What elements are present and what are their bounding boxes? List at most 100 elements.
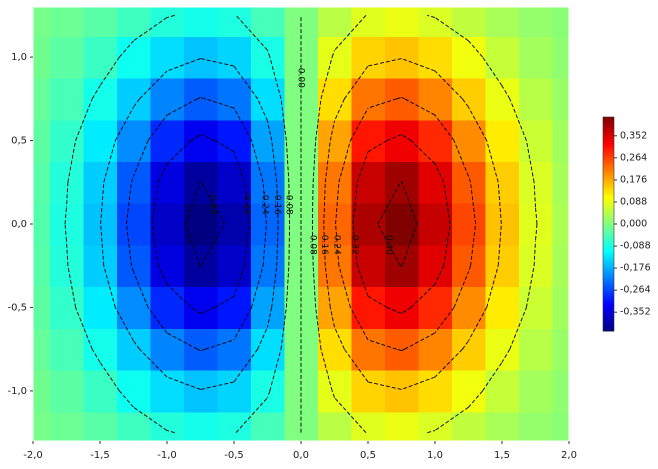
colorbar-step <box>603 173 614 177</box>
heat-cell <box>384 286 419 329</box>
contour-label: -0.40 <box>207 191 217 215</box>
heat-cell <box>317 119 352 163</box>
heat-cell <box>116 411 151 441</box>
heat-cell <box>485 77 520 121</box>
colorbar-step <box>603 189 614 193</box>
y-tick-label: 0,0 <box>11 219 27 230</box>
y-tick-label: -0,5 <box>7 302 27 313</box>
colorbar-step <box>603 274 614 278</box>
heat-cell <box>217 119 252 163</box>
colorbar-step <box>603 218 614 222</box>
heat-cell <box>49 411 84 441</box>
colorbar-step <box>603 226 614 230</box>
colorbar-step <box>603 117 614 121</box>
heat-cell <box>317 36 352 79</box>
colorbar-step <box>603 245 614 249</box>
colorbar-step <box>603 213 614 217</box>
colorbar-step <box>603 232 614 236</box>
heat-cell <box>418 328 453 371</box>
colorbar-step <box>603 167 614 171</box>
heat-cell <box>351 161 386 204</box>
heat-cell <box>317 161 352 204</box>
x-tick-label: 1,0 <box>427 450 443 461</box>
heat-cell <box>552 328 569 371</box>
heat-cell <box>83 119 118 163</box>
contour-line <box>125 96 267 352</box>
heat-cell <box>351 244 386 288</box>
colorbar-tick-label: 0,088 <box>620 196 647 207</box>
heat-cell <box>518 244 553 288</box>
colorbar-step <box>603 197 614 201</box>
colorbar-step <box>603 266 614 270</box>
heat-cell <box>183 328 218 371</box>
heat-cell <box>518 286 553 329</box>
heat-cell <box>250 119 285 163</box>
heat-cell <box>217 328 252 371</box>
heat-cell <box>217 286 252 329</box>
heat-cell <box>518 328 553 371</box>
heat-cell <box>351 7 386 37</box>
y-tick-label: -1,0 <box>7 386 27 397</box>
heat-cell <box>116 77 151 121</box>
colorbar-step <box>603 234 614 238</box>
heat-cell <box>217 77 252 121</box>
heat-cell <box>351 411 386 441</box>
heat-cell <box>518 119 553 163</box>
axes: -2,0 -1,5 -1,0 -0,5 0,0 0,5 1,0 1,5 2,0 -1,0 -0,5 0… <box>7 52 576 461</box>
heat-cell <box>83 328 118 371</box>
contour-label: 0.24 <box>332 235 342 255</box>
heat-cell <box>49 77 84 121</box>
heat-cell <box>451 7 486 37</box>
colorbar-step <box>603 170 614 174</box>
heat-cell <box>250 7 285 37</box>
colorbar-step <box>603 250 614 254</box>
heat-cell <box>150 411 185 441</box>
heat-cell <box>418 77 453 121</box>
heat-cell <box>250 36 285 79</box>
colorbar-step <box>603 272 614 276</box>
colorbar-step <box>603 312 614 316</box>
heat-cell <box>317 203 352 246</box>
colorbar-step <box>603 261 614 265</box>
colorbar-step <box>603 186 614 190</box>
heat-cell <box>351 328 386 371</box>
contour-line <box>64 14 291 434</box>
heat-cell <box>552 119 569 163</box>
colorbar-step <box>603 320 614 324</box>
colorbar-step <box>603 224 614 228</box>
heat-cell <box>451 244 486 288</box>
colorbar-tick-label: -0,088 <box>620 241 651 252</box>
colorbar-step <box>603 242 614 246</box>
colorbar-step <box>603 304 614 308</box>
colorbar-step <box>603 138 614 142</box>
heat-cell <box>317 411 352 441</box>
colorbar-step <box>603 221 614 225</box>
heat-cell <box>183 370 218 413</box>
heat-cell <box>217 411 252 441</box>
heat-cell <box>552 203 569 246</box>
heat-cell <box>552 286 569 329</box>
heat-cell <box>552 370 569 413</box>
heat-cell <box>552 244 569 288</box>
colorbar-step <box>603 210 614 214</box>
colorbar-step <box>603 317 614 321</box>
x-tick-label: 0,0 <box>293 450 309 461</box>
heat-cell <box>217 370 252 413</box>
contour-line <box>323 58 502 390</box>
colorbar-step <box>603 181 614 185</box>
colorbar-step <box>603 135 614 139</box>
heat-cell <box>183 77 218 121</box>
heat-cell <box>49 119 84 163</box>
heat-cell <box>384 36 419 79</box>
heat-cell <box>83 244 118 288</box>
heat-cell <box>150 7 185 37</box>
x-tick-label: 2,0 <box>561 450 577 461</box>
heat-cell <box>150 370 185 413</box>
x-tick-label: -1,0 <box>157 450 177 461</box>
heat-cell <box>418 161 453 204</box>
colorbar-step <box>603 277 614 281</box>
heat-cell <box>150 203 185 246</box>
heat-cell <box>418 411 453 441</box>
heat-cell <box>485 370 520 413</box>
colorbar-step <box>603 178 614 182</box>
